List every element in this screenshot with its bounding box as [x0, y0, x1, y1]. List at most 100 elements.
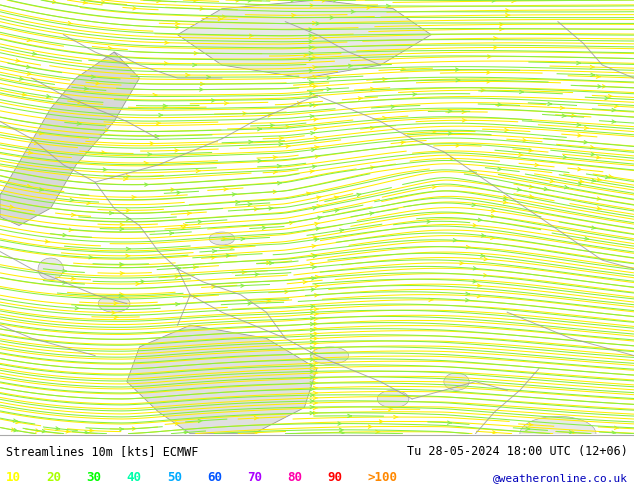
FancyArrowPatch shape — [120, 263, 124, 266]
FancyArrowPatch shape — [266, 261, 271, 265]
FancyArrowPatch shape — [292, 14, 296, 17]
FancyArrowPatch shape — [223, 15, 226, 18]
FancyArrowPatch shape — [578, 134, 582, 137]
FancyArrowPatch shape — [338, 422, 342, 425]
FancyArrowPatch shape — [590, 146, 595, 149]
FancyArrowPatch shape — [387, 4, 391, 8]
FancyArrowPatch shape — [124, 177, 128, 181]
FancyArrowPatch shape — [605, 175, 609, 179]
FancyArrowPatch shape — [597, 197, 602, 200]
FancyArrowPatch shape — [309, 40, 313, 43]
FancyArrowPatch shape — [310, 358, 314, 361]
FancyArrowPatch shape — [370, 166, 375, 169]
FancyArrowPatch shape — [63, 281, 67, 284]
FancyArrowPatch shape — [313, 401, 318, 405]
FancyArrowPatch shape — [473, 267, 477, 270]
FancyArrowPatch shape — [313, 406, 318, 410]
FancyArrowPatch shape — [503, 200, 508, 204]
FancyArrowPatch shape — [200, 88, 204, 91]
FancyArrowPatch shape — [314, 327, 318, 330]
FancyArrowPatch shape — [150, 142, 155, 145]
FancyArrowPatch shape — [13, 419, 17, 422]
FancyArrowPatch shape — [523, 139, 527, 142]
FancyArrowPatch shape — [309, 57, 313, 61]
FancyArrowPatch shape — [313, 254, 317, 258]
FancyArrowPatch shape — [70, 198, 74, 201]
Text: 40: 40 — [127, 471, 142, 484]
FancyArrowPatch shape — [200, 7, 204, 10]
FancyArrowPatch shape — [448, 421, 451, 424]
FancyArrowPatch shape — [105, 128, 110, 132]
FancyArrowPatch shape — [578, 182, 582, 186]
FancyArrowPatch shape — [258, 159, 262, 162]
FancyArrowPatch shape — [506, 13, 510, 17]
FancyArrowPatch shape — [75, 306, 79, 310]
FancyArrowPatch shape — [310, 399, 314, 403]
FancyArrowPatch shape — [27, 65, 30, 69]
FancyArrowPatch shape — [36, 429, 40, 432]
FancyArrowPatch shape — [314, 146, 319, 149]
FancyArrowPatch shape — [592, 226, 596, 229]
FancyArrowPatch shape — [187, 212, 191, 215]
FancyArrowPatch shape — [212, 249, 216, 253]
FancyArrowPatch shape — [313, 236, 318, 239]
FancyArrowPatch shape — [519, 90, 524, 94]
FancyArrowPatch shape — [120, 223, 124, 226]
FancyArrowPatch shape — [112, 311, 116, 314]
FancyArrowPatch shape — [53, 0, 57, 3]
FancyArrowPatch shape — [313, 46, 317, 49]
FancyArrowPatch shape — [529, 423, 533, 426]
FancyArrowPatch shape — [327, 76, 331, 79]
FancyArrowPatch shape — [466, 245, 470, 249]
Ellipse shape — [444, 373, 469, 390]
FancyArrowPatch shape — [456, 78, 460, 82]
FancyArrowPatch shape — [27, 72, 32, 75]
Ellipse shape — [209, 232, 235, 245]
FancyArrowPatch shape — [155, 134, 159, 138]
FancyArrowPatch shape — [432, 130, 436, 134]
FancyArrowPatch shape — [375, 430, 380, 434]
FancyArrowPatch shape — [42, 430, 46, 433]
FancyArrowPatch shape — [562, 114, 566, 118]
FancyArrowPatch shape — [310, 352, 314, 355]
FancyArrowPatch shape — [310, 388, 314, 391]
FancyArrowPatch shape — [314, 137, 319, 140]
FancyArrowPatch shape — [481, 89, 486, 92]
FancyArrowPatch shape — [103, 168, 107, 171]
FancyArrowPatch shape — [491, 209, 496, 213]
FancyArrowPatch shape — [136, 282, 140, 286]
FancyArrowPatch shape — [368, 425, 373, 428]
FancyArrowPatch shape — [212, 256, 216, 259]
FancyArrowPatch shape — [519, 153, 523, 156]
FancyArrowPatch shape — [273, 171, 278, 174]
FancyArrowPatch shape — [269, 207, 273, 210]
FancyArrowPatch shape — [310, 170, 314, 173]
FancyArrowPatch shape — [429, 298, 433, 301]
FancyArrowPatch shape — [517, 188, 521, 191]
Text: 30: 30 — [87, 471, 101, 484]
FancyArrowPatch shape — [493, 431, 497, 434]
FancyArrowPatch shape — [579, 180, 584, 183]
FancyArrowPatch shape — [311, 288, 315, 291]
FancyArrowPatch shape — [226, 254, 230, 257]
FancyArrowPatch shape — [577, 123, 581, 126]
FancyArrowPatch shape — [257, 127, 261, 131]
FancyArrowPatch shape — [254, 416, 259, 420]
Text: Tu 28-05-2024 18:00 UTC (12+06): Tu 28-05-2024 18:00 UTC (12+06) — [407, 445, 628, 458]
FancyArrowPatch shape — [314, 238, 319, 241]
FancyArrowPatch shape — [218, 17, 223, 21]
FancyArrowPatch shape — [529, 195, 534, 198]
FancyArrowPatch shape — [11, 428, 16, 431]
FancyArrowPatch shape — [310, 4, 314, 7]
FancyArrowPatch shape — [367, 6, 371, 9]
FancyArrowPatch shape — [27, 184, 32, 188]
FancyArrowPatch shape — [313, 207, 317, 210]
FancyArrowPatch shape — [157, 0, 161, 2]
FancyArrowPatch shape — [472, 203, 476, 207]
FancyArrowPatch shape — [577, 61, 581, 65]
FancyArrowPatch shape — [572, 114, 576, 118]
FancyArrowPatch shape — [16, 59, 20, 62]
FancyArrowPatch shape — [311, 253, 316, 257]
FancyArrowPatch shape — [370, 126, 375, 130]
FancyArrowPatch shape — [241, 284, 245, 287]
